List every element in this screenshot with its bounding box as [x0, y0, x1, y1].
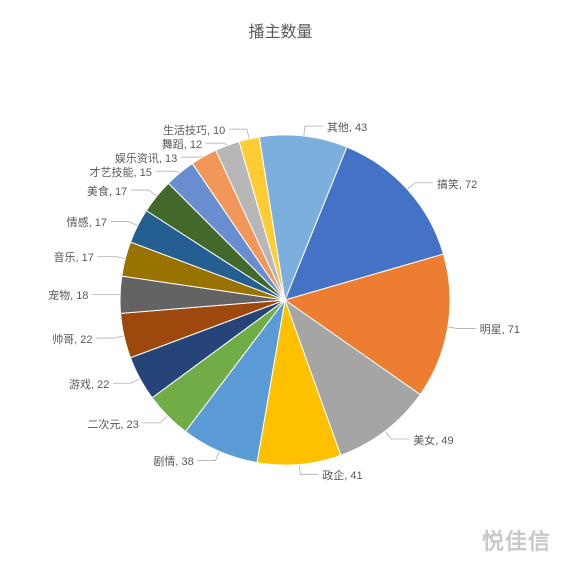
leader-line	[299, 464, 318, 474]
slice-label: 音乐, 17	[54, 249, 94, 265]
leader-line	[448, 327, 476, 329]
slice-label: 其他, 43	[327, 119, 367, 135]
chart-container: 播主数量 其他, 43搞笑, 72明星, 71美女, 49政企, 41生活技巧,…	[0, 0, 561, 562]
slice-label: 剧情, 38	[153, 453, 193, 469]
slice-label: 美女, 49	[413, 432, 453, 448]
slice-label: 明星, 71	[480, 321, 520, 337]
slice-label: 情感, 17	[67, 214, 107, 230]
slice-label: 才艺技能, 15	[90, 164, 152, 180]
watermark: 悦佳信	[482, 524, 551, 556]
chart-title: 播主数量	[0, 18, 561, 42]
slice-label: 美食, 17	[87, 183, 127, 199]
slice-label: 宠物, 18	[48, 287, 88, 303]
slice-label: 二次元, 23	[87, 416, 138, 432]
slice-label: 政企, 41	[322, 467, 362, 483]
slice-label: 搞笑, 72	[437, 176, 477, 192]
slice-label: 游戏, 22	[69, 376, 109, 392]
slice-label: 帅哥, 22	[52, 331, 92, 347]
pie-chart	[120, 135, 450, 465]
